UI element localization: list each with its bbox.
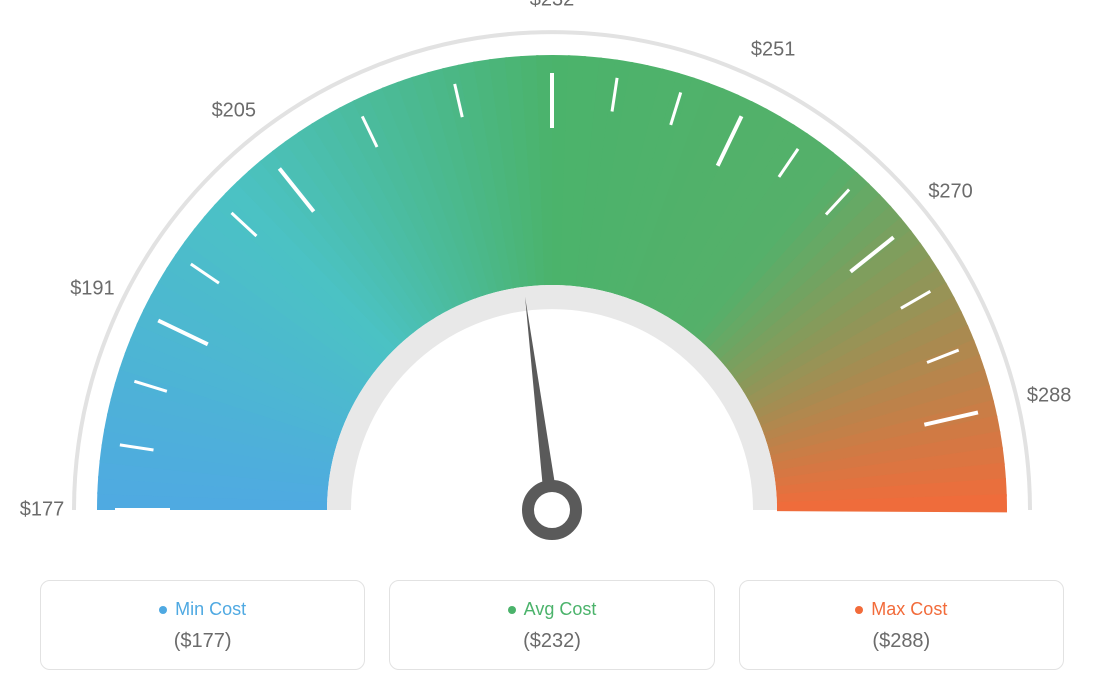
gauge-scale-label: $205 xyxy=(212,100,257,123)
max-cost-card: Max Cost ($288) xyxy=(739,580,1064,670)
max-cost-value: ($288) xyxy=(764,630,1039,653)
avg-cost-label: Avg Cost xyxy=(508,599,597,620)
avg-cost-value: ($232) xyxy=(414,630,689,653)
summary-cards: Min Cost ($177) Avg Cost ($232) Max Cost… xyxy=(40,580,1064,670)
gauge-chart-container: $177 $191 $205 $232 $251 $270 $288 Min Cost ($… xyxy=(0,0,1104,690)
gauge-scale-label: $288 xyxy=(1027,385,1072,408)
min-cost-card: Min Cost ($177) xyxy=(40,580,365,670)
avg-cost-card: Avg Cost ($232) xyxy=(389,580,714,670)
max-cost-label: Max Cost xyxy=(855,599,947,620)
gauge-area: $177 $191 $205 $232 $251 $270 $288 xyxy=(0,0,1104,560)
gauge-scale-label: $232 xyxy=(530,0,575,12)
gauge-svg xyxy=(0,0,1104,560)
min-cost-value: ($177) xyxy=(65,630,340,653)
gauge-scale-label: $191 xyxy=(70,277,115,300)
min-cost-label: Min Cost xyxy=(159,599,246,620)
gauge-scale-label: $251 xyxy=(751,39,796,62)
gauge-scale-label: $270 xyxy=(928,180,973,203)
gauge-scale-label: $177 xyxy=(20,499,65,522)
